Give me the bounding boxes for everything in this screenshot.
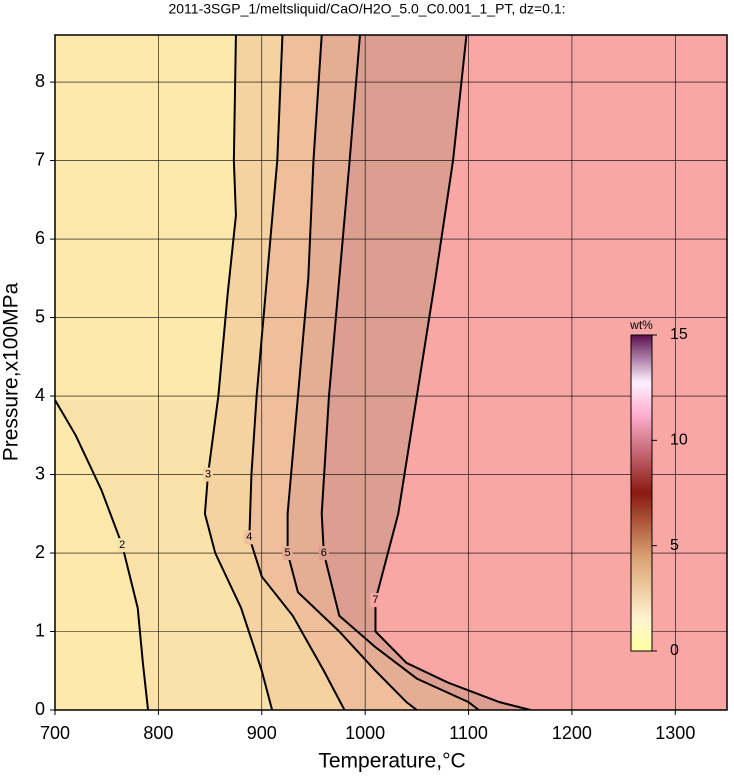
y-tick-label: 8 <box>35 71 45 91</box>
x-tick-label: 1200 <box>552 723 592 743</box>
x-tick-label: 1000 <box>345 723 385 743</box>
contour-label: 7 <box>372 594 378 606</box>
x-tick-label: 700 <box>40 723 70 743</box>
axes: 700 800 900 1000 1100 1200 1300 0 1 2 3 4 5 6 7 8 wt% 0 5 1… <box>35 34 728 743</box>
plot-area: 2 3 4 5 6 7 <box>55 35 727 710</box>
colorbar-tick-label: 15 <box>670 326 688 343</box>
chart-title: 2011-3SGP_1/meltsliquid/CaO/H2O_5.0_C0.0… <box>168 1 565 17</box>
contour-label-bg <box>282 546 293 561</box>
contour-label-bg <box>318 546 329 561</box>
contour-label-bg <box>117 538 128 553</box>
contour-label: 2 <box>119 539 125 551</box>
colorbar-tick-label: 5 <box>670 537 679 554</box>
y-tick-label: 1 <box>35 620 45 640</box>
x-tick-label: 800 <box>143 723 173 743</box>
contour-label-bg <box>244 530 255 545</box>
y-tick-label: 7 <box>35 149 45 169</box>
colorbar-tick-label: 0 <box>670 642 679 659</box>
contour-label-bg <box>203 467 214 482</box>
colorbar-tick-label: 10 <box>670 432 688 449</box>
y-axis-label: Pressure,x100MPa <box>0 282 23 461</box>
colorbar <box>630 334 653 652</box>
colorbar-label: wt% <box>629 318 653 332</box>
contour-line <box>248 35 346 710</box>
y-tick-label: 5 <box>35 306 45 326</box>
contour-line <box>374 35 531 710</box>
contour-label-bg <box>370 593 381 608</box>
x-axis-label: Temperature,°C <box>318 750 465 773</box>
y-tick-label: 4 <box>35 385 45 405</box>
x-tick-label: 1100 <box>449 723 488 743</box>
contour-label: 4 <box>246 531 252 543</box>
y-tick-label: 6 <box>35 228 45 248</box>
y-tick-label: 3 <box>35 463 45 483</box>
y-tick-label: 0 <box>35 699 45 719</box>
contour-label: 3 <box>205 468 211 480</box>
contour-label: 6 <box>321 547 327 559</box>
plot-frame <box>54 34 728 711</box>
x-tick-label: 1300 <box>655 723 695 743</box>
x-tick-label: 900 <box>247 723 277 743</box>
contour-label: 5 <box>285 547 291 559</box>
y-tick-label: 2 <box>35 542 45 562</box>
